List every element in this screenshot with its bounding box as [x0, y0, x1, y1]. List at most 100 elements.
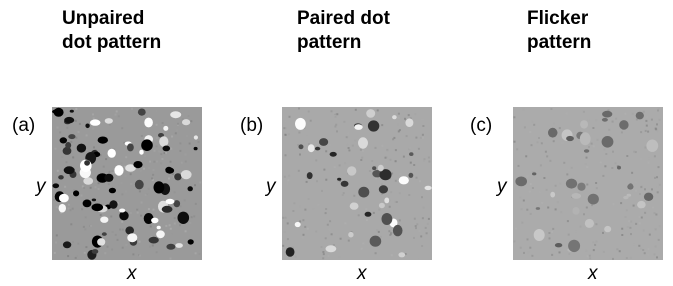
grain	[360, 159, 362, 161]
grain	[633, 151, 635, 153]
grain	[139, 255, 141, 257]
grain	[583, 213, 585, 215]
grain	[651, 188, 653, 190]
grain	[531, 144, 533, 146]
grain	[645, 120, 647, 122]
grain	[646, 125, 648, 127]
grain	[399, 219, 401, 221]
grain	[395, 160, 397, 162]
grain	[377, 109, 379, 111]
dot	[602, 136, 614, 148]
dot	[58, 175, 64, 179]
dot	[348, 232, 353, 238]
grain	[322, 251, 324, 253]
grain	[613, 203, 615, 205]
figure: Unpaireddot pattern(a)yxPaired dotpatter…	[0, 0, 673, 286]
grain	[516, 148, 518, 150]
grain	[523, 200, 525, 202]
grain	[591, 143, 593, 145]
grain	[302, 237, 304, 239]
grain	[107, 246, 109, 248]
grain	[57, 208, 59, 210]
grain	[153, 161, 155, 163]
grain	[162, 122, 164, 124]
grain	[366, 219, 368, 221]
dot	[536, 207, 540, 210]
grain	[640, 248, 642, 250]
grain	[75, 257, 77, 259]
dot	[347, 166, 356, 175]
grain	[389, 234, 391, 236]
grain	[552, 228, 554, 230]
dot	[85, 124, 89, 129]
dot	[166, 199, 175, 204]
grain	[588, 146, 590, 148]
dot	[59, 204, 66, 213]
grain	[354, 140, 356, 142]
grain	[153, 169, 155, 171]
grain	[633, 205, 635, 207]
grain	[105, 158, 107, 160]
grain	[115, 114, 117, 116]
grain	[285, 120, 287, 122]
grain	[288, 175, 290, 177]
grain	[521, 222, 523, 224]
grain	[68, 204, 70, 206]
grain	[95, 186, 97, 188]
dot	[398, 252, 405, 257]
dot	[100, 217, 108, 223]
grain	[98, 188, 100, 190]
grain	[365, 208, 367, 210]
grain	[625, 216, 627, 218]
grain	[312, 208, 314, 210]
panel-label: (c)	[470, 115, 492, 136]
grain	[125, 191, 127, 193]
grain	[549, 237, 551, 239]
grain	[408, 194, 410, 196]
grain	[174, 223, 176, 225]
grain	[608, 129, 610, 131]
grain	[644, 212, 646, 214]
grain	[171, 136, 173, 138]
grain	[70, 141, 72, 143]
grain	[627, 226, 629, 228]
grain	[335, 124, 337, 126]
grain	[633, 244, 635, 246]
grain	[568, 234, 570, 236]
grain	[282, 217, 284, 219]
grain	[331, 233, 333, 235]
grain	[84, 228, 86, 230]
dot	[139, 150, 143, 155]
grain	[68, 207, 70, 209]
grain	[655, 128, 657, 130]
dot	[636, 112, 644, 120]
grain	[156, 145, 158, 147]
grain	[104, 252, 106, 254]
dot	[178, 212, 190, 224]
dot	[165, 167, 172, 173]
grain	[399, 192, 401, 194]
grain	[644, 147, 646, 149]
dot	[555, 243, 562, 247]
dot	[577, 183, 585, 191]
dot	[154, 181, 165, 193]
grain	[423, 160, 425, 162]
grain	[193, 215, 195, 217]
grain	[124, 175, 126, 177]
grain	[191, 216, 193, 218]
grain	[284, 231, 286, 233]
grain	[160, 162, 162, 164]
grain	[571, 167, 573, 169]
grain	[57, 127, 59, 129]
grain	[100, 214, 102, 216]
grain	[428, 161, 430, 163]
grain	[529, 247, 531, 249]
grain	[659, 225, 661, 227]
grain	[602, 175, 604, 177]
grain	[151, 178, 153, 180]
grain	[310, 120, 312, 122]
grain	[287, 238, 289, 240]
grain	[195, 203, 197, 205]
grain	[307, 228, 309, 230]
grain	[327, 224, 329, 226]
